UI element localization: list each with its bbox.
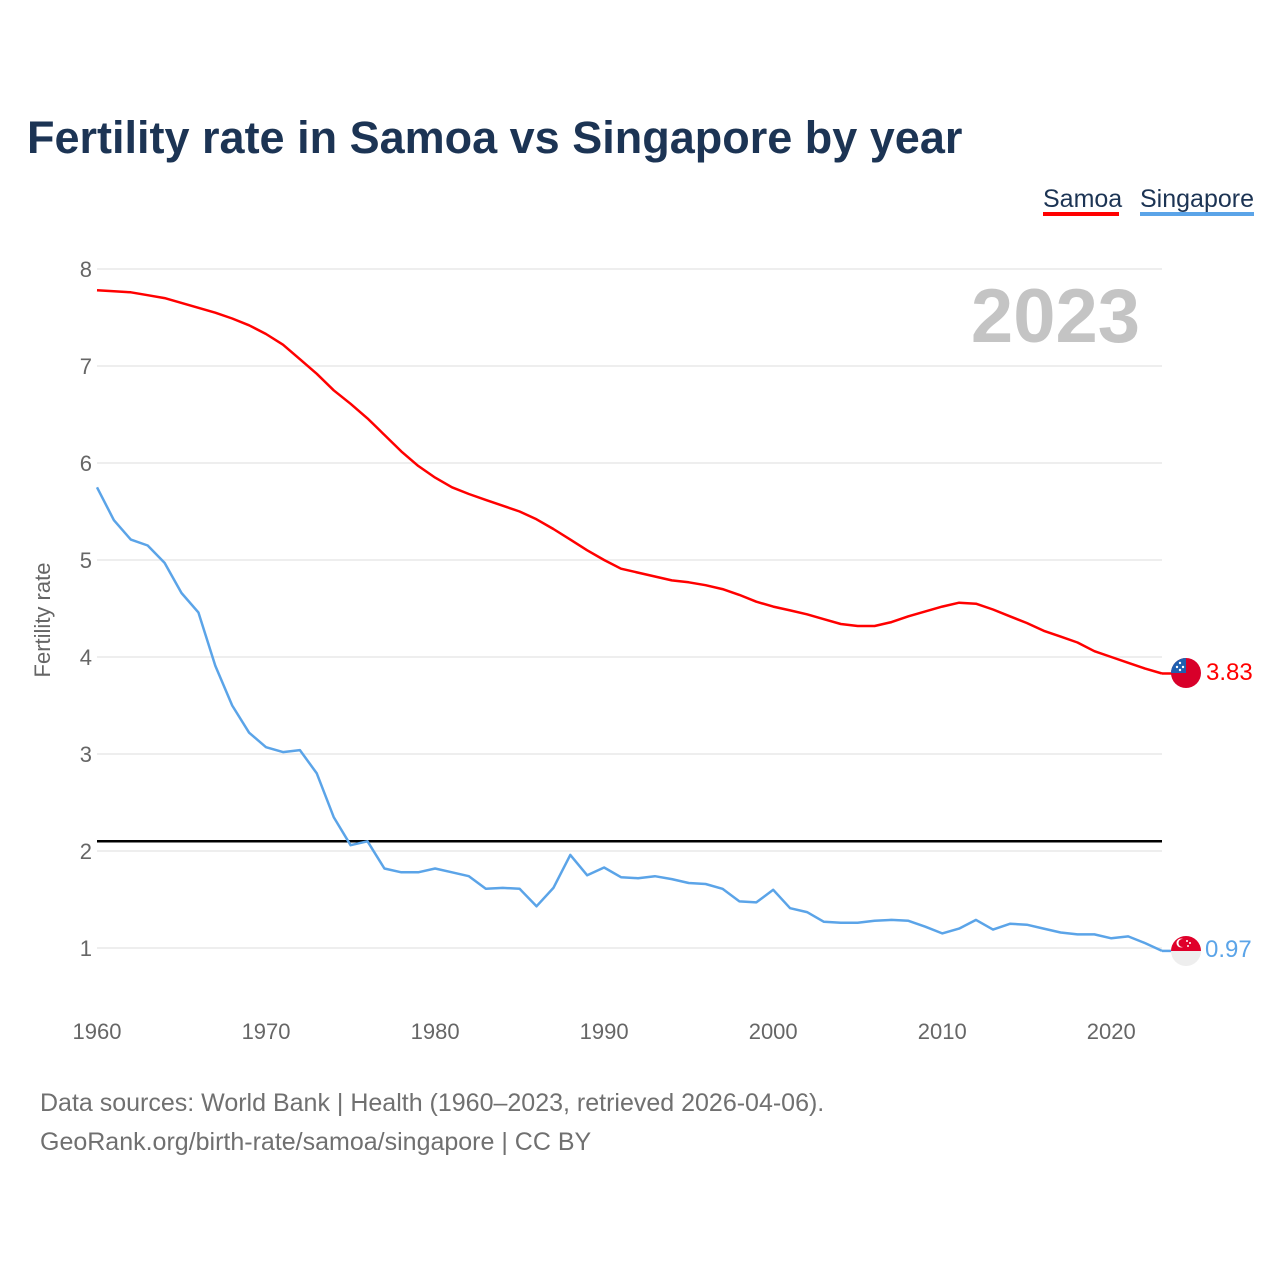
series-line-singapore: [95, 486, 1163, 953]
series-lines: [95, 289, 1172, 953]
y-axis-ticks: 1 2 3 4 5 6 7 8: [80, 257, 92, 961]
singapore-end-value: 0.97: [1205, 936, 1252, 963]
legend-item-samoa[interactable]: Samoa: [1043, 185, 1122, 216]
gridlines: [97, 268, 1162, 949]
current-year-label: 2023: [971, 274, 1140, 359]
legend: Samoa Singapore: [1043, 185, 1254, 216]
singapore-flag-icon: [1171, 936, 1201, 966]
footer-attribution[interactable]: GeoRank.org/birth-rate/samoa/singapore |…: [40, 1128, 592, 1156]
y-tick-label: 1: [80, 936, 92, 961]
y-tick-label: 4: [80, 645, 92, 670]
legend-swatch-samoa: [1043, 212, 1119, 216]
y-tick-label: 3: [80, 742, 92, 767]
x-tick-label: 2000: [749, 1019, 798, 1044]
x-tick-label: 1990: [580, 1019, 629, 1044]
x-axis-ticks: 1960 1970 1980 1990 2000 2010 2020: [73, 1019, 1136, 1044]
legend-label-samoa[interactable]: Samoa: [1043, 185, 1122, 213]
y-tick-label: 7: [80, 354, 92, 379]
x-tick-label: 2020: [1087, 1019, 1136, 1044]
series-line-samoa: [96, 289, 1163, 675]
x-tick-label: 2010: [918, 1019, 967, 1044]
legend-item-singapore[interactable]: Singapore: [1140, 185, 1254, 216]
x-tick-label: 1980: [411, 1019, 460, 1044]
samoa-flag-icon: [1171, 658, 1201, 688]
samoa-end-value: 3.83: [1206, 659, 1253, 686]
legend-label-singapore[interactable]: Singapore: [1140, 185, 1254, 213]
y-tick-label: 2: [80, 839, 92, 864]
singapore-end-marker: 0.97: [1171, 936, 1252, 966]
y-tick-label: 6: [80, 451, 92, 476]
x-tick-label: 1970: [242, 1019, 291, 1044]
footer-sources: Data sources: World Bank | Health (1960–…: [40, 1089, 824, 1117]
y-tick-label: 5: [80, 548, 92, 573]
y-axis-label: Fertility rate: [30, 563, 55, 678]
samoa-end-marker: 3.83: [1171, 658, 1253, 688]
x-tick-label: 1960: [73, 1019, 122, 1044]
legend-swatch-singapore: [1140, 212, 1254, 216]
y-tick-label: 8: [80, 257, 92, 282]
chart-title: Fertility rate in Samoa vs Singapore by …: [27, 112, 962, 163]
